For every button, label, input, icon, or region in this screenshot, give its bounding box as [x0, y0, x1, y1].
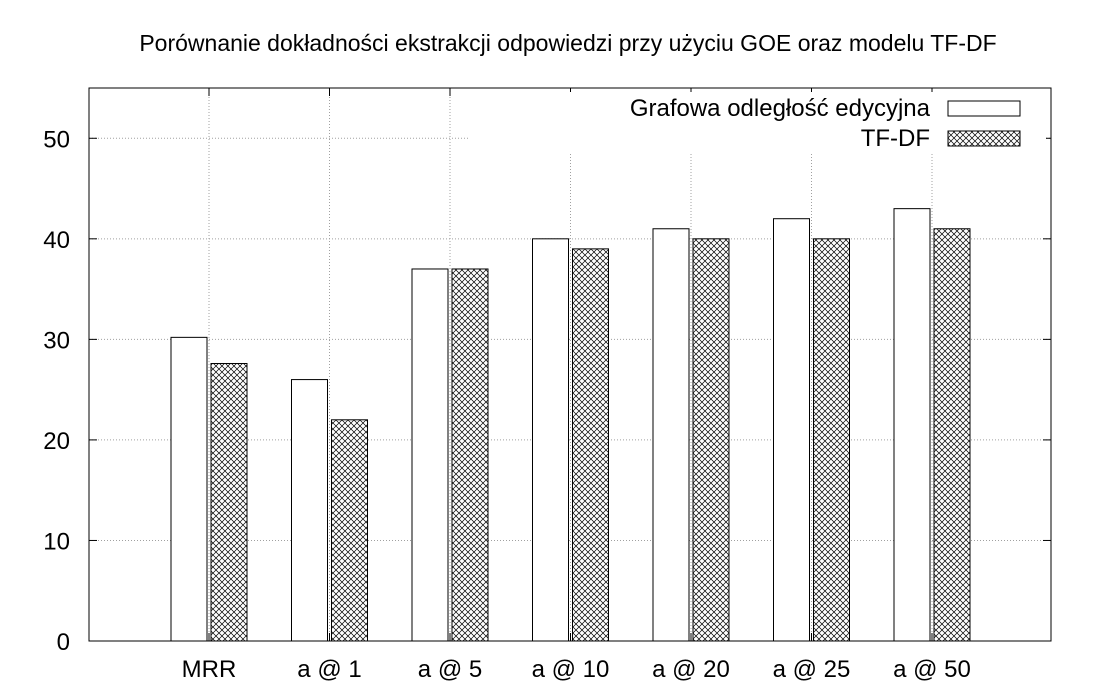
bar-graph-edit-distance: [893, 208, 931, 642]
bar-tf-df: [813, 238, 850, 642]
chart-title: Porównanie dokładności ekstrakcji odpowi…: [139, 30, 996, 56]
bar-tf-df: [331, 419, 368, 642]
y-tick-label: 50: [43, 126, 70, 153]
y-tick-label: 40: [43, 227, 70, 254]
x-tick-label: a @ 20: [652, 656, 730, 683]
x-tick-label: a @ 1: [297, 656, 361, 683]
bar-tf-df: [451, 268, 489, 642]
bar-graph-edit-distance: [411, 268, 449, 642]
bar-graph-edit-distance: [532, 238, 569, 642]
legend: Grafowa odległość edycyjna TF-DF: [470, 92, 1046, 154]
bar-graph-edit-distance: [170, 336, 208, 642]
x-tick-label: a @ 25: [773, 656, 851, 683]
bar-tf-df: [572, 248, 609, 642]
bar-graph-edit-distance: [652, 228, 690, 642]
y-tick-label: 20: [43, 428, 70, 455]
x-tick-label: a @ 10: [532, 656, 610, 683]
bar-graph-edit-distance: [773, 218, 810, 642]
x-tick-label: a @ 5: [418, 656, 482, 683]
x-tick-label: MRR: [182, 656, 237, 683]
legend-swatch-graph-edit-distance: [947, 100, 1021, 117]
y-tick-label: 10: [43, 528, 70, 555]
bar-tf-df: [933, 228, 971, 642]
x-axis-tick-labels: MRR a @ 1 a @ 5 a @ 10 a @ 20 a @ 25 a @ 50: [182, 656, 971, 683]
y-tick-label: 0: [57, 629, 70, 656]
legend-label-graph-edit-distance: Grafowa odległość edycyjna: [630, 95, 931, 122]
bars: [170, 208, 971, 642]
legend-label-tf-df: TF-DF: [861, 125, 930, 152]
bar-tf-df: [692, 238, 730, 642]
y-tick-label: 30: [43, 327, 70, 354]
y-axis-tick-labels: 0 10 20 30 40 50: [43, 126, 70, 656]
bar-graph-edit-distance: [291, 379, 328, 642]
bar-tf-df: [210, 362, 248, 642]
legend-swatch-tf-df: [947, 130, 1021, 147]
x-tick-label: a @ 50: [893, 656, 971, 683]
